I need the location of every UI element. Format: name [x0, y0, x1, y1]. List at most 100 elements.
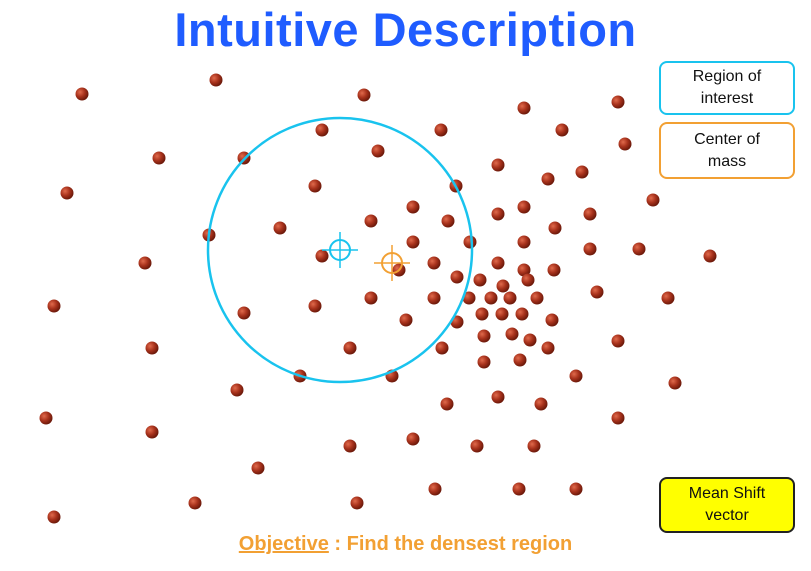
data-point — [47, 510, 61, 524]
data-point — [495, 307, 509, 321]
data-point — [435, 341, 449, 355]
data-point — [703, 249, 717, 263]
data-point — [477, 355, 491, 369]
data-point — [350, 496, 364, 510]
data-point — [618, 137, 632, 151]
data-point — [188, 496, 202, 510]
data-point — [583, 207, 597, 221]
data-point — [343, 341, 357, 355]
data-point — [251, 461, 265, 475]
data-point — [530, 291, 544, 305]
data-point — [364, 214, 378, 228]
data-point — [517, 101, 531, 115]
data-point — [475, 307, 489, 321]
data-point — [477, 329, 491, 343]
data-point — [273, 221, 287, 235]
data-point — [547, 263, 561, 277]
data-point — [406, 235, 420, 249]
data-point — [491, 390, 505, 404]
data-point — [611, 411, 625, 425]
data-point — [357, 88, 371, 102]
data-point — [308, 179, 322, 193]
data-point — [515, 307, 529, 321]
data-point — [548, 221, 562, 235]
data-point — [646, 193, 660, 207]
data-points — [39, 73, 717, 524]
data-point — [343, 439, 357, 453]
data-point — [611, 334, 625, 348]
data-point — [406, 432, 420, 446]
data-point — [406, 200, 420, 214]
data-point — [555, 123, 569, 137]
data-point — [523, 333, 537, 347]
data-point — [364, 291, 378, 305]
data-point — [434, 123, 448, 137]
data-point — [496, 279, 510, 293]
data-point — [47, 299, 61, 313]
data-point — [230, 383, 244, 397]
data-point — [661, 291, 675, 305]
data-point — [513, 353, 527, 367]
data-point — [427, 291, 441, 305]
objective-separator: : — [328, 533, 347, 555]
data-point — [590, 285, 604, 299]
data-point — [138, 256, 152, 270]
data-point — [491, 158, 505, 172]
data-point — [517, 263, 531, 277]
data-point — [463, 235, 477, 249]
data-point — [209, 73, 223, 87]
data-point — [315, 249, 329, 263]
data-point — [569, 482, 583, 496]
page-title: Intuitive Description — [174, 3, 637, 56]
data-point — [427, 256, 441, 270]
region-of-interest-circle — [206, 116, 474, 384]
data-point — [541, 341, 555, 355]
data-point — [75, 87, 89, 101]
data-point — [462, 291, 476, 305]
data-point — [505, 327, 519, 341]
data-point — [60, 186, 74, 200]
data-point — [440, 397, 454, 411]
data-point — [632, 242, 646, 256]
data-point — [470, 439, 484, 453]
data-point — [441, 214, 455, 228]
legend-region-of-interest-label: Region of interest — [692, 68, 762, 107]
data-point — [450, 270, 464, 284]
data-point — [527, 439, 541, 453]
objective-keyword: Objective — [238, 533, 329, 555]
data-point — [152, 151, 166, 165]
data-point — [575, 165, 589, 179]
data-point — [541, 172, 555, 186]
data-point — [521, 273, 535, 287]
data-point — [399, 313, 413, 327]
data-point — [145, 425, 159, 439]
data-point — [611, 95, 625, 109]
legend-center-of-mass: Center of mass — [659, 122, 795, 179]
data-point — [534, 397, 548, 411]
legend-mean-shift-vector: Mean Shift vector — [659, 477, 795, 533]
data-point — [237, 306, 251, 320]
objective-caption: Objective : Find the densest region — [0, 533, 811, 556]
data-point — [491, 256, 505, 270]
legend-mean-shift-vector-label: Mean Shift vector — [688, 485, 766, 524]
data-point — [308, 299, 322, 313]
data-point — [517, 200, 531, 214]
data-point — [583, 242, 597, 256]
region-center-marker — [322, 232, 358, 268]
data-point — [473, 273, 487, 287]
data-point — [484, 291, 498, 305]
data-point — [545, 313, 559, 327]
data-point — [491, 207, 505, 221]
data-point — [668, 376, 682, 390]
legend-center-of-mass-label: Center of mass — [694, 130, 760, 170]
data-point — [503, 291, 517, 305]
data-point — [517, 235, 531, 249]
objective-text: Find the densest region — [346, 533, 573, 555]
center-of-mass-marker — [374, 245, 410, 281]
data-point — [569, 369, 583, 383]
data-point — [428, 482, 442, 496]
data-point — [371, 144, 385, 158]
data-point — [145, 341, 159, 355]
data-point — [512, 482, 526, 496]
